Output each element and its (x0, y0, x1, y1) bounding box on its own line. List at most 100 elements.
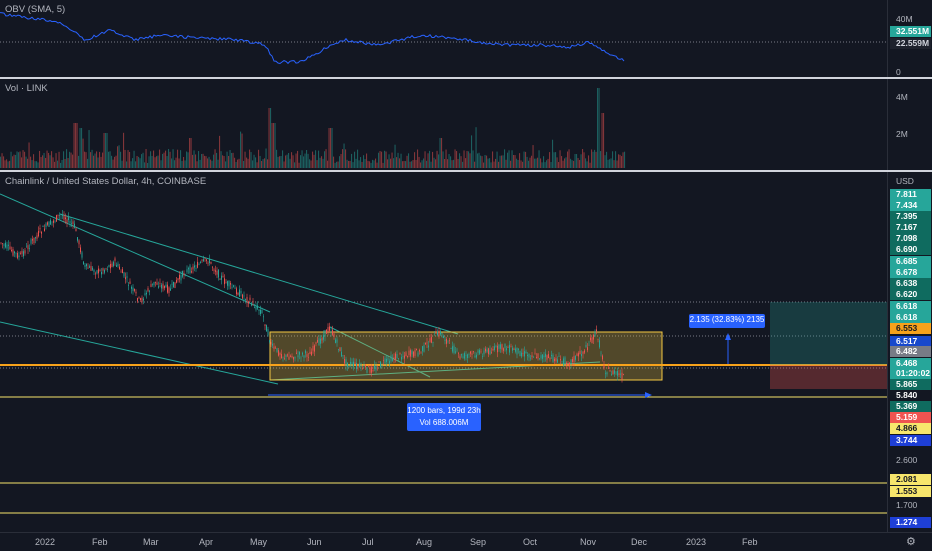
candle-body (45, 223, 47, 228)
volume-bar (171, 158, 173, 168)
candle-body (329, 326, 330, 331)
candle-body (326, 329, 327, 334)
obv-price-axis[interactable]: 40M 32.551M 22.559M 0 (887, 0, 932, 77)
candle-body (407, 356, 408, 358)
candle-body (2, 243, 3, 245)
volume-bar (447, 159, 449, 168)
volume-bar (379, 151, 381, 168)
obv-pane[interactable]: OBV (SMA, 5) 40M 32.551M 22.559M 0 (0, 0, 932, 77)
volume-bar (151, 155, 153, 168)
volume-bar (247, 158, 249, 168)
candle-body (357, 365, 359, 367)
volume-bar (396, 157, 398, 168)
main-price-pane[interactable]: Chainlink / United States Dollar, 4h, CO… (0, 172, 932, 532)
candle-body (98, 268, 99, 274)
volume-bar (390, 158, 392, 168)
volume-bar (28, 142, 30, 168)
volume-bar (438, 154, 440, 168)
volume-title: Vol · LINK (5, 83, 48, 94)
candle-body (21, 250, 23, 254)
volume-bar (97, 157, 99, 168)
candle-body (533, 357, 534, 358)
volume-bar (309, 159, 311, 168)
main-price-axis[interactable]: USD 7.811 7.434 7.395 7.167 7.098 6.690 6.685 6… (887, 172, 932, 532)
candle-body (237, 293, 239, 295)
candle-body (392, 358, 393, 361)
volume-bar (442, 151, 444, 168)
pane-separator[interactable] (0, 170, 932, 172)
candle-body (543, 355, 545, 358)
volume-bar (400, 153, 402, 168)
candle-body (416, 348, 417, 351)
volume-bar (93, 155, 95, 168)
candle-body (524, 351, 525, 357)
candle-body (254, 307, 255, 308)
price-axis-label: 7.098 (890, 233, 931, 244)
pane-separator[interactable] (0, 77, 932, 79)
volume-bar (52, 157, 54, 168)
long-position-loss-zone[interactable] (770, 365, 887, 389)
gear-icon[interactable]: ⚙ (906, 536, 916, 548)
candle-body (351, 362, 353, 366)
candle-body (552, 354, 554, 362)
volume-bar (504, 149, 506, 168)
volume-bar (256, 162, 258, 168)
candle-body (473, 351, 474, 353)
volume-bar (0, 156, 2, 168)
candle-body (438, 330, 440, 337)
volume-bar (525, 151, 527, 168)
main-chart-area[interactable] (0, 172, 887, 532)
candle-body (486, 349, 488, 352)
volume-bar (403, 160, 405, 168)
candle-body (623, 374, 624, 375)
volume-bar (61, 159, 63, 168)
volume-bar (234, 157, 236, 168)
volume-bar (475, 127, 477, 168)
candle-body (65, 217, 66, 220)
volume-bar (349, 160, 351, 168)
candle-body (474, 355, 476, 358)
candle-body (390, 355, 392, 362)
volume-bar (480, 155, 482, 168)
candle-body (15, 252, 17, 254)
volume-bar (501, 155, 503, 168)
candle-body (617, 370, 618, 376)
candle-body (398, 358, 399, 359)
volume-bar (583, 152, 585, 168)
candle-body (414, 350, 416, 356)
candle-body (255, 306, 257, 310)
candle-body (510, 346, 512, 347)
volume-price-axis[interactable]: 4M 2M (887, 79, 932, 170)
volume-bar (85, 152, 87, 168)
volume-chart-area[interactable] (0, 79, 887, 170)
candle-body (621, 372, 623, 380)
volume-bar (369, 161, 371, 168)
volume-bar (546, 160, 548, 168)
candle-body (315, 342, 317, 344)
long-position-profit-zone[interactable] (770, 302, 887, 365)
volume-bar (115, 155, 117, 168)
volume-bar (76, 123, 78, 168)
candle-body (386, 358, 387, 363)
candle-body (453, 345, 455, 353)
volume-bar (327, 160, 329, 168)
time-axis-label: Oct (523, 537, 538, 547)
obv-tick: 40M (896, 14, 913, 24)
volume-bar (276, 149, 278, 168)
candle-body (66, 219, 68, 223)
volume-bar (586, 161, 588, 168)
candle-body (266, 325, 267, 332)
candle-body (507, 347, 509, 349)
obv-chart-area[interactable] (0, 0, 887, 77)
volume-bar (471, 135, 473, 168)
volume-bar (16, 151, 18, 168)
volume-pane[interactable]: Vol · LINK 4M 2M (0, 79, 932, 170)
time-axis-label: Dec (631, 537, 648, 547)
volume-bar (75, 123, 77, 168)
candle-body (384, 358, 386, 364)
volume-bar (226, 151, 228, 168)
candle-body (593, 334, 594, 340)
candle-body (504, 343, 506, 349)
time-axis[interactable]: 2022 Feb Mar Apr May Jun Jul Aug Sep Oct Nov Dec 202… (0, 532, 932, 551)
candle-body (23, 251, 24, 257)
